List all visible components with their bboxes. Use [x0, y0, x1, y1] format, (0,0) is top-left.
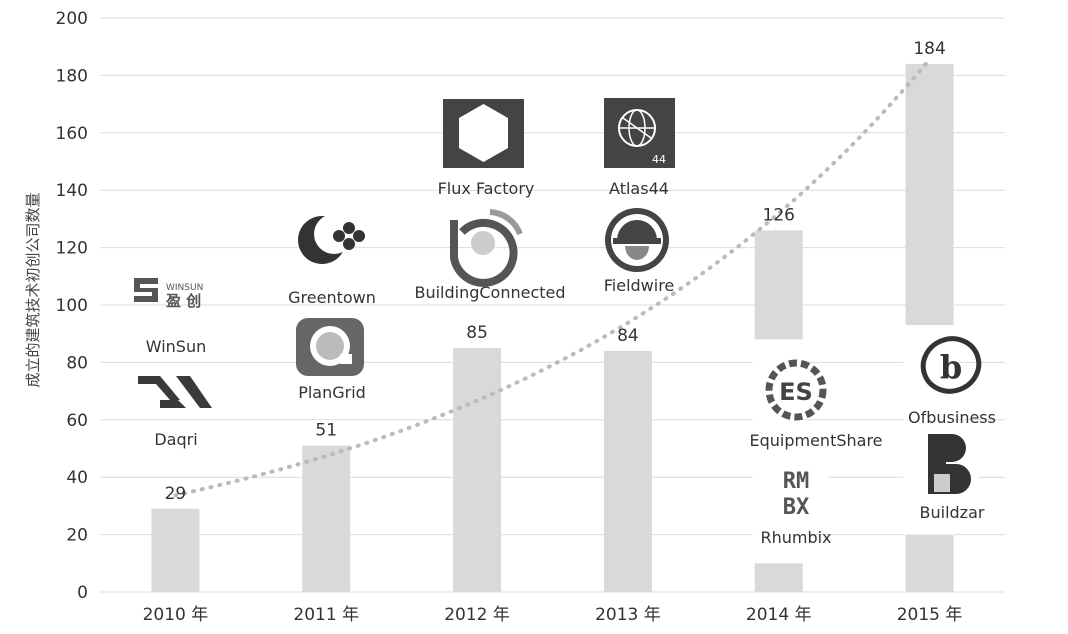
winsun-logo-icon: WINSUN 盈 创: [132, 276, 203, 310]
winsun-logo-text: WINSUN: [166, 283, 203, 293]
svg-text:RM: RM: [783, 469, 810, 494]
company-label-greentown: Greentown: [288, 288, 376, 307]
company-label-buildzar: Buildzar: [920, 503, 985, 522]
bar-logo-gap: [752, 339, 805, 564]
value-labels: 29 51 85 84 126 184: [165, 39, 946, 504]
company-label-winsun: WinSun: [146, 337, 207, 356]
y-tick-label: 100: [56, 296, 88, 316]
company-label-daqri: Daqri: [154, 430, 197, 449]
y-tick-label: 60: [66, 411, 88, 431]
y-tick-label: 160: [56, 124, 88, 144]
value-label: 85: [466, 323, 488, 343]
company-label-ofbusiness: Ofbusiness: [908, 408, 996, 427]
company-label-atlas44: Atlas44: [609, 179, 669, 198]
bar: [603, 350, 652, 592]
value-label: 84: [617, 326, 639, 346]
y-tick-label: 140: [56, 181, 88, 201]
y-axis-label: 成立的建筑技术初创公司数量: [24, 192, 42, 387]
company-label-buildingconnected: BuildingConnected: [414, 283, 565, 302]
x-tick-label: 2013 年: [595, 605, 661, 625]
bars: [151, 63, 956, 593]
atlas44-logo-icon: 44: [604, 98, 675, 168]
x-tick-label: 2012 年: [444, 605, 510, 625]
x-tick-label: 2014 年: [746, 605, 812, 625]
bar: [453, 348, 502, 592]
value-label: 51: [315, 421, 337, 441]
x-tick-label: 2015 年: [897, 605, 963, 625]
trendline: [173, 57, 932, 498]
greentown-logo-icon: [298, 214, 365, 264]
atlas44-logo-text: 44: [652, 153, 666, 166]
buildingconnected-logo-icon: [450, 209, 523, 287]
value-label: 184: [913, 39, 945, 59]
value-label: 29: [165, 484, 187, 504]
x-tick-label: 2010 年: [143, 605, 209, 625]
bar: [302, 445, 351, 592]
y-tick-label: 0: [77, 583, 88, 603]
svg-text:BX: BX: [783, 495, 810, 520]
plangrid-logo-icon: [296, 318, 364, 376]
y-tick-label: 40: [66, 468, 88, 488]
company-label-plangrid: PlanGrid: [298, 383, 366, 402]
value-label: 126: [763, 205, 795, 225]
ofbusiness-logo-icon: b: [920, 336, 982, 394]
company-label-rhumbix: Rhumbix: [760, 528, 831, 547]
trendline-path: [173, 57, 932, 498]
gridlines: [100, 17, 1005, 593]
equipmentshare-logo-text: ES: [779, 378, 813, 406]
bar-logo-gap: [903, 325, 956, 535]
company-label-flux-factory: Flux Factory: [438, 179, 535, 198]
x-tick-label: 2011 年: [293, 605, 359, 625]
flux-factory-logo-icon: [443, 99, 524, 168]
x-axis-ticks: 2010 年 2011 年 2012 年 2013 年 2014 年 2015 年: [143, 605, 963, 625]
y-tick-label: 200: [56, 9, 88, 29]
daqri-logo-icon: [138, 376, 212, 408]
bar: [151, 508, 200, 592]
company-label-fieldwire: Fieldwire: [604, 276, 675, 295]
rhumbix-logo-icon: RM BX: [764, 462, 828, 522]
buildzar-logo-icon: [926, 434, 978, 496]
y-tick-label: 20: [66, 526, 88, 546]
equipmentshare-logo-icon: ES: [765, 359, 827, 421]
y-tick-label: 180: [56, 66, 88, 86]
fieldwire-logo-icon: [605, 208, 669, 272]
y-axis-ticks: 0 20 40 60 80 100 120 140 160 180 200: [56, 9, 88, 603]
ofbusiness-logo-text: b: [940, 348, 962, 386]
svg-text:盈 创: 盈 创: [165, 292, 201, 310]
company-label-equipmentshare: EquipmentShare: [749, 431, 882, 450]
y-tick-label: 80: [66, 353, 88, 373]
y-tick-label: 120: [56, 239, 88, 259]
